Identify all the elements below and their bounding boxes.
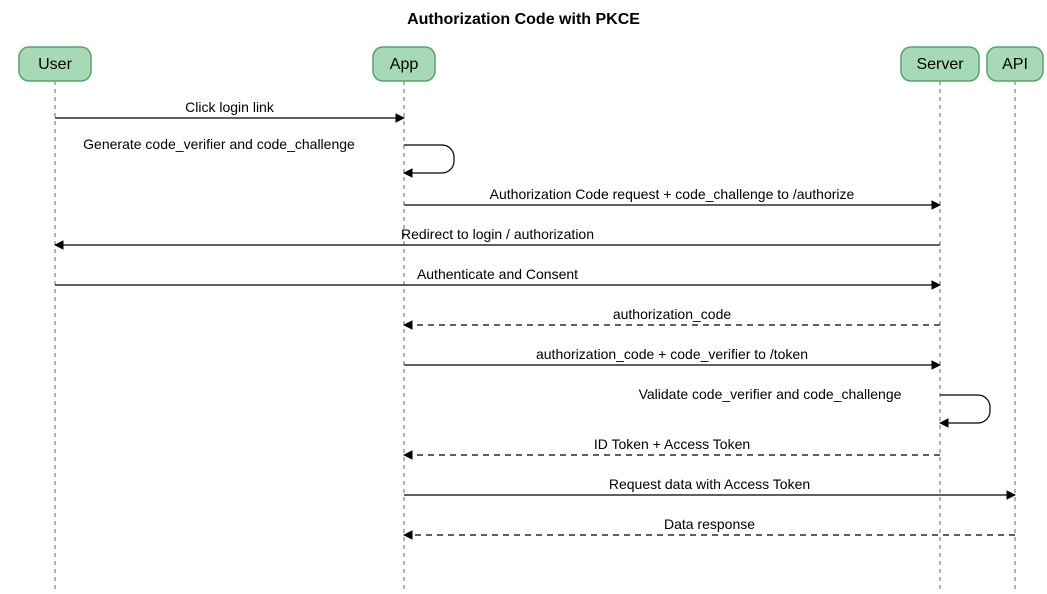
message-8-label: ID Token + Access Token: [594, 436, 750, 452]
actor-api: API: [987, 47, 1043, 81]
message-6-label: authorization_code + code_verifier to /t…: [536, 346, 808, 362]
message-7-selfloop: [940, 395, 990, 423]
message-2-label: Authorization Code request + code_challe…: [490, 186, 855, 202]
actor-label-server: Server: [916, 56, 964, 73]
message-4-label: Authenticate and Consent: [417, 266, 578, 282]
actor-app: App: [373, 47, 435, 81]
message-10-label: Data response: [664, 516, 755, 532]
message-1-selfloop: [404, 145, 454, 173]
actor-label-user: User: [38, 56, 72, 73]
actor-user: User: [19, 47, 91, 81]
diagram-title: Authorization Code with PKCE: [407, 11, 640, 28]
message-7-label: Validate code_verifier and code_challeng…: [639, 386, 902, 402]
message-5-label: authorization_code: [613, 306, 732, 322]
message-9-label: Request data with Access Token: [609, 476, 810, 492]
actor-label-api: API: [1002, 56, 1028, 73]
actor-label-app: App: [390, 56, 419, 73]
message-1-label: Generate code_verifier and code_challeng…: [83, 136, 355, 152]
actor-server: Server: [901, 47, 979, 81]
message-0-label: Click login link: [185, 99, 275, 115]
sequence-diagram: Authorization Code with PKCE User App Serve…: [0, 0, 1047, 594]
message-3-label: Redirect to login / authorization: [401, 226, 594, 242]
